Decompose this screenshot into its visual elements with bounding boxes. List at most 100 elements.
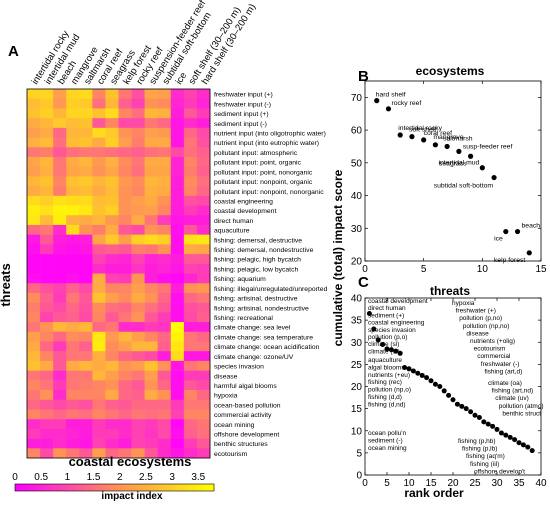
heatmap-cell: [144, 254, 159, 265]
colorbar-swatch: [147, 484, 152, 491]
heatmap-cell: [131, 341, 145, 352]
row-label: fishing: pelagic, low bycatch: [214, 266, 298, 273]
heatmap-cell: [105, 292, 119, 303]
heatmap-cell: [53, 118, 67, 129]
heatmap-cell: [92, 351, 106, 362]
heatmap-cell: [40, 380, 54, 391]
heatmap-cell: [66, 205, 80, 216]
row-label: hypoxia: [214, 393, 238, 400]
heatmap-cell: [79, 409, 93, 420]
row-label: fishing: demersal, nondestructive: [214, 247, 314, 254]
heatmap-cell: [105, 438, 119, 449]
heatmap-cell: [196, 156, 211, 167]
heatmap-cell: [53, 390, 67, 401]
heatmap-cell: [27, 341, 41, 352]
heatmap-cell: [92, 156, 106, 167]
heatmap-cell: [118, 438, 132, 449]
heatmap-cell: [170, 351, 185, 362]
heatmap-cell: [40, 254, 54, 265]
colorbar-swatch: [91, 484, 95, 491]
heatmap-cell: [118, 448, 132, 459]
heatmap-cell: [27, 254, 41, 265]
heatmap-cell: [170, 419, 185, 430]
heatmap-cell: [66, 409, 80, 420]
chart-c-label: commercial: [477, 353, 511, 360]
colorbar-tick-label: 0: [12, 472, 18, 483]
heatmap-cell: [170, 254, 185, 265]
heatmap-cell: [118, 322, 132, 333]
heatmap-cell: [196, 244, 211, 255]
heatmap-cell: [118, 292, 132, 303]
heatmap-cell: [27, 302, 41, 313]
heatmap-cell: [66, 399, 80, 410]
heatmap-cell: [92, 108, 106, 119]
chart-c-point: [490, 423, 496, 429]
chart-c-y-tick-label: 40: [351, 294, 363, 305]
heatmap-cell: [53, 419, 67, 430]
chart-b-point-label: rocky reef: [391, 100, 421, 107]
heatmap-cell: [79, 448, 93, 459]
heatmap-cell: [53, 292, 67, 303]
heatmap-cell: [157, 118, 172, 129]
colorbar-swatch: [74, 484, 79, 491]
heatmap-cell: [144, 322, 159, 333]
heatmap-cell: [53, 322, 67, 333]
chart-c-y-tick-label: 30: [351, 338, 363, 349]
chart-c-point: [503, 432, 509, 438]
chart-c-point: [388, 347, 394, 353]
heatmap-cell: [157, 312, 172, 323]
colorbar-swatch: [68, 484, 72, 491]
heatmap-cell: [66, 273, 80, 284]
heatmap-cell: [92, 244, 106, 255]
shared-y-axis-label: cumulative (total) impact score: [331, 169, 345, 346]
heatmap-cell: [66, 380, 80, 391]
heatmap-cell: [157, 419, 172, 430]
heatmap-cell: [27, 409, 41, 420]
heatmap-cell: [92, 118, 106, 129]
chart-c-y-tick-label: 10: [351, 426, 363, 437]
heatmap-cell: [183, 195, 198, 206]
heatmap-cell: [53, 370, 67, 381]
heatmap-cell: [27, 273, 41, 284]
heatmap-cell: [157, 137, 172, 148]
chart-c-label: freshwater (-): [481, 361, 520, 368]
heatmap-cell: [170, 89, 185, 100]
heatmap-cell: [144, 399, 159, 410]
heatmap-cell: [131, 176, 145, 187]
heatmap-cell: [27, 322, 41, 333]
chart-c-point: [402, 364, 408, 370]
chart-c-point: [485, 421, 491, 427]
heatmap-cell: [118, 89, 132, 100]
heatmap-cell: [131, 428, 145, 439]
heatmap-cell: [66, 156, 80, 167]
chart-c-point: [498, 430, 504, 436]
heatmap-cell: [118, 409, 132, 420]
heatmap-cell: [105, 205, 119, 216]
heatmap-cell: [40, 215, 54, 226]
row-label: harmful algal blooms: [214, 383, 277, 390]
chart-c-label: aquaculture: [368, 357, 402, 364]
heatmap-cell: [196, 399, 211, 410]
chart-c-label: species invasion: [368, 327, 416, 334]
chart-b-point: [432, 142, 438, 148]
heatmap-cell: [105, 234, 119, 245]
chart-b-point-label: ice: [494, 236, 503, 243]
heatmap-cell: [53, 351, 67, 362]
heatmap-cell: [27, 137, 41, 148]
heatmap-cell: [183, 419, 198, 430]
heatmap-cell: [27, 370, 41, 381]
heatmap-cell: [105, 156, 119, 167]
heatmap-cell: [79, 283, 93, 294]
chart-c-label: disease: [466, 330, 489, 337]
chart-c-label: fishing (p,hb): [458, 438, 496, 445]
chart-c-point: [516, 440, 522, 446]
heatmap-cell: [196, 283, 211, 294]
heatmap-cell: [53, 224, 67, 235]
heatmap-cell: [27, 292, 41, 303]
heatmap-cell: [157, 224, 172, 235]
heatmap-cell: [66, 215, 80, 226]
colorbar-swatch: [150, 484, 155, 491]
heatmap-cell: [92, 409, 106, 420]
heatmap-cell: [144, 89, 159, 100]
heatmap-cell: [157, 186, 172, 197]
